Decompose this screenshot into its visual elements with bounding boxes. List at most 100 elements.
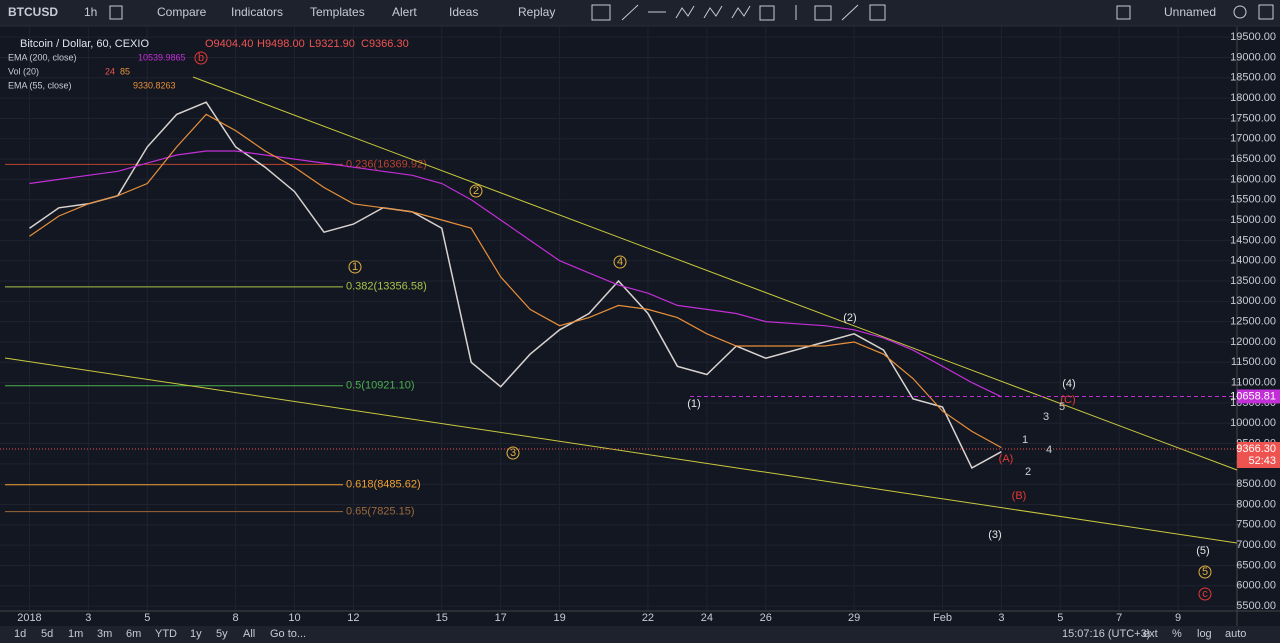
grid [0,27,1237,611]
legend-ema200-value: 10539.9865 [138,52,186,62]
wave-circle [469,184,483,198]
replay-button[interactable]: Replay [518,5,555,19]
legend: Bitcoin / Dollar, 60, CEXIO O9404.40 H94… [8,38,409,90]
range-button[interactable]: 1m [68,628,83,640]
price-line [29,150,1002,398]
bottom-bar [0,626,1280,643]
wave-label: 1 [1022,434,1028,446]
fib-levels: 0.236(16369.92) 0.382(13356.58) 0.5(10921.… [5,158,427,518]
wave-circle [1198,565,1212,579]
legend-ema200[interactable]: EMA (200, close) [8,52,77,62]
x-tick-label: 8 [233,612,239,624]
trendline [192,76,1238,471]
ema-badge-label: 10658.81 [1230,390,1276,402]
y-tick-label: 8000.00 [1236,498,1276,510]
x-tick-label: 5 [144,612,150,624]
y-tick-label: 16000.00 [1230,173,1276,185]
wave-label: (3) [988,529,1001,541]
drawing-tools[interactable] [591,4,1274,21]
wave-label: (B) [1012,490,1027,502]
wave-label: (1) [687,398,700,410]
clock: 15:07:16 (UTC+3) [1062,628,1150,640]
countdown: 52:43 [1248,455,1276,467]
wave-label: c [1202,588,1208,600]
range-button[interactable]: 1y [190,628,202,640]
wave-circle [1198,587,1212,601]
indicators-button[interactable]: Indicators [231,5,283,19]
legend-high: H9498.00 [257,38,305,50]
y-tick-label: 5500.00 [1236,600,1276,612]
x-tick-label: 17 [495,612,507,624]
symbol[interactable]: BTCUSD [8,5,58,19]
wave-label: (A) [999,453,1014,465]
compare-button[interactable]: Compare [157,5,207,19]
wave-label: 2 [1025,466,1031,478]
y-tick-label: 11500.00 [1231,356,1276,368]
last-badge-label: 9366.30 [1236,443,1276,455]
x-tick-label: 7 [1116,612,1122,624]
y-tick-label: 12000.00 [1230,336,1276,348]
y-tick-label: 14500.00 [1230,234,1276,246]
y-tick-label: 12500.00 [1230,316,1276,328]
y-tick-label: 16500.00 [1230,153,1276,165]
y-tick-label: 15000.00 [1230,214,1276,226]
layout-name[interactable]: Unnamed [1164,5,1216,19]
legend-ema55[interactable]: EMA (55, close) [8,80,72,90]
x-tick-label: Feb [933,612,952,624]
x-tick-label: 5 [1057,612,1063,624]
ideas-button[interactable]: Ideas [449,5,478,19]
alert-button[interactable]: Alert [392,5,417,19]
x-tick-label: 9 [1175,612,1181,624]
legend-volume[interactable]: Vol (20) [8,66,39,76]
y-tick-label: 13500.00 [1230,275,1276,287]
y-tick-label: 19500.00 [1230,31,1276,43]
trendline [4,357,1238,544]
range-button[interactable]: 6m [126,628,141,640]
y-tick-label: 15500.00 [1230,194,1276,206]
x-tick-label: 2018 [17,612,41,624]
x-tick-label: 19 [553,612,565,624]
range-button[interactable]: 5y [216,628,228,640]
axis-option[interactable]: % [1172,628,1182,640]
y-tick-label: 8500.00 [1236,478,1276,490]
legend-volume-ma: 85 [120,66,130,76]
chart-style-icon[interactable] [109,5,123,20]
templates-button[interactable]: Templates [310,5,365,19]
axis-option[interactable]: ext [1143,628,1158,640]
wave-label: b [198,52,204,64]
toolbar [0,0,1280,26]
legend-close: C9366.30 [361,38,409,50]
y-tick-label: 10000.00 [1230,417,1276,429]
range-button[interactable]: 1d [14,628,26,640]
wave-label: (5) [1196,545,1209,557]
ema-badge [1237,389,1280,404]
wave-label: (4) [1062,378,1075,390]
wave-circle [194,51,208,65]
range-button[interactable]: Go to... [270,628,306,640]
axis-option[interactable]: log [1197,628,1212,640]
wave-label: (2) [843,312,856,324]
x-tick-label: 10 [288,612,300,624]
wave-label: 4 [1046,444,1052,456]
range-button[interactable]: YTD [155,628,177,640]
range-button[interactable]: 3m [97,628,112,640]
legend-low: L9321.90 [309,38,355,50]
wave-circle [348,260,362,274]
x-tick-label: 24 [701,612,713,624]
wave-circle [506,446,520,460]
plot-area [0,27,1237,611]
wave-label: 3 [510,447,516,459]
legend-ema55-value: 9330.8263 [133,80,176,90]
fib-label: 0.65(7825.15) [346,506,415,518]
y-tick-label: 17000.00 [1230,133,1276,145]
wave-label: 2 [473,185,479,197]
x-tick-label: 22 [642,612,654,624]
axis-option[interactable]: auto [1225,628,1246,640]
x-tick-label: 15 [436,612,448,624]
y-tick-label: 6500.00 [1236,559,1276,571]
y-tick-label: 17500.00 [1230,112,1276,124]
interval[interactable]: 1h [84,5,97,19]
range-button[interactable]: All [243,628,255,640]
range-button[interactable]: 5d [41,628,53,640]
